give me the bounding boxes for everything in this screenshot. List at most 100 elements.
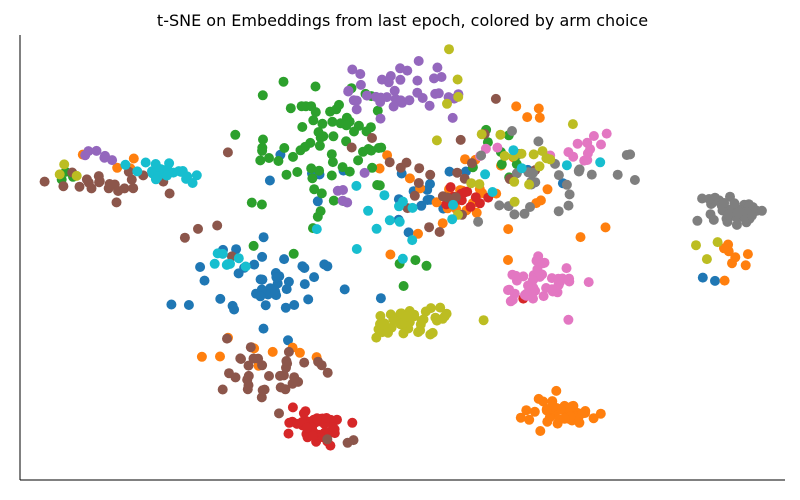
scatter-point: [337, 195, 348, 206]
scatter-point: [522, 112, 533, 123]
scatter-point: [534, 161, 545, 172]
scatter-point: [503, 224, 514, 235]
scatter-point: [397, 253, 408, 264]
scatter-point: [257, 90, 268, 101]
scatter-point: [209, 258, 220, 269]
scatter-point: [430, 312, 441, 323]
scatter-point: [389, 85, 400, 96]
scatter-point: [315, 206, 326, 217]
scatter-point: [533, 136, 544, 147]
scatter-point: [565, 402, 575, 413]
scatter-point: [474, 179, 485, 190]
scatter-point: [128, 153, 139, 164]
scatter-point: [447, 112, 458, 123]
scatter-point: [494, 200, 505, 211]
scatter-point: [294, 347, 305, 358]
scatter-point: [395, 74, 406, 85]
scatter-point: [308, 430, 318, 441]
scatter-point: [312, 196, 323, 207]
scatter-point: [379, 318, 390, 329]
scatter-point: [538, 291, 549, 302]
scatter-point: [274, 408, 284, 419]
scatter-point: [712, 237, 723, 248]
scatter-point: [533, 103, 544, 114]
scatter-point: [563, 314, 574, 325]
scatter-point: [316, 360, 327, 371]
scatter-point: [281, 169, 292, 180]
scatter-point: [612, 169, 623, 180]
scatter-point: [413, 228, 423, 239]
scatter-point: [310, 81, 321, 92]
scatter-point: [310, 107, 321, 118]
scatter-point: [303, 294, 314, 305]
scatter-point: [559, 413, 570, 424]
scatter-point: [535, 426, 546, 436]
scatter-point: [140, 157, 151, 168]
scatter-point: [398, 281, 409, 291]
scatter-point: [293, 376, 304, 387]
scatter-point: [692, 215, 703, 226]
scatter-point: [372, 105, 383, 116]
scatter-point: [377, 74, 387, 85]
scatter-point: [328, 422, 339, 433]
scatter-point: [225, 258, 235, 269]
scatter-point: [182, 171, 193, 182]
scatter-point: [322, 367, 333, 378]
scatter-point: [104, 179, 115, 189]
scatter-point: [161, 170, 172, 181]
scatter-point: [328, 195, 339, 206]
scatter-point: [575, 232, 586, 243]
scatter-point: [492, 142, 503, 153]
scatter-point: [533, 393, 544, 404]
scatter-point: [588, 131, 599, 141]
scatter-point: [431, 197, 442, 208]
scatter-point: [257, 274, 268, 285]
scatter-point: [595, 157, 606, 168]
scatter-point: [445, 182, 456, 193]
scatter-point: [59, 159, 70, 170]
scatter-point: [343, 85, 354, 96]
scatter-point: [375, 92, 386, 103]
scatter-point: [466, 178, 477, 189]
scatter-point: [365, 122, 376, 133]
scatter-point: [91, 145, 102, 156]
scatter-point: [289, 300, 300, 310]
scatter-point: [187, 178, 198, 188]
scatter-point: [524, 414, 535, 425]
scatter-point: [403, 227, 414, 238]
scatter-point: [100, 150, 110, 161]
scatter-point: [701, 254, 712, 265]
scatter-point: [553, 170, 564, 181]
scatter-point: [279, 143, 290, 153]
scatter-point: [347, 417, 358, 428]
scatter-point: [490, 93, 501, 104]
scatter-point: [285, 103, 296, 114]
scatter-point: [337, 162, 348, 173]
scatter-point: [373, 143, 384, 153]
scatter-point: [410, 255, 421, 266]
scatter-point: [375, 311, 386, 321]
scatter-point: [519, 208, 530, 219]
scatter-point: [248, 240, 259, 251]
scatter-point: [582, 148, 593, 159]
scatter-point: [697, 272, 708, 283]
scatter-point: [719, 275, 730, 286]
scatter-point: [281, 356, 292, 366]
scatter-point: [435, 302, 446, 313]
scatter-point: [442, 98, 452, 109]
scatter-point: [367, 133, 377, 143]
scatter-point: [434, 227, 445, 237]
scatter-point: [296, 101, 307, 112]
scatter-point: [112, 162, 123, 173]
scatter-point: [284, 417, 295, 428]
scatter-point: [332, 185, 343, 196]
scatter-point: [505, 296, 516, 307]
scatter-point: [528, 149, 539, 160]
scatter-point: [249, 259, 260, 270]
scatter-point: [574, 164, 585, 175]
scatter-point: [126, 174, 137, 185]
scatter-point: [534, 112, 545, 123]
scatter-point: [278, 76, 289, 87]
scatter-point: [306, 163, 317, 174]
scatter-point: [355, 69, 366, 79]
